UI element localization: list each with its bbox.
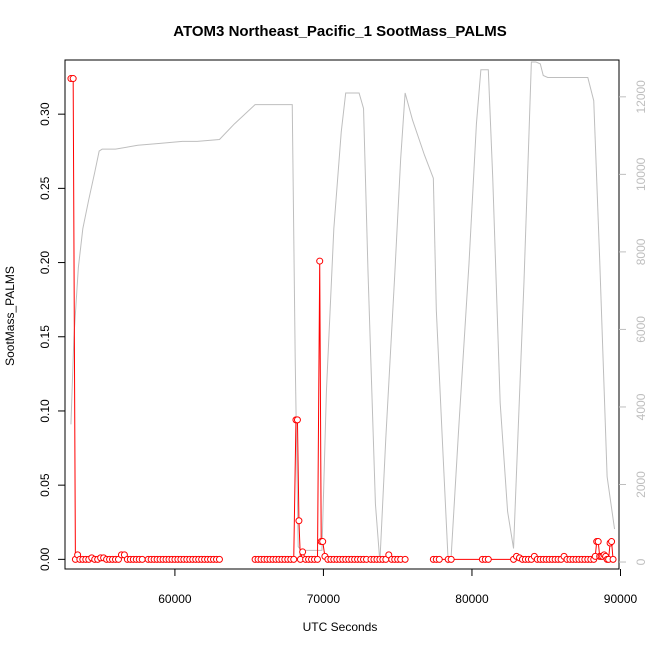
y-left-tick-label: 0.05	[38, 473, 52, 497]
soot-point	[69, 75, 77, 83]
plot-frame	[64, 59, 620, 570]
soot-point	[293, 416, 301, 424]
series-layer	[67, 61, 617, 564]
soot-point	[313, 555, 321, 563]
y-axis-right: 0 2000 4000 6000 8000 10000 12000	[619, 80, 648, 565]
y-right-tick-label: 2000	[634, 471, 648, 498]
y-left-tick-label: 0.10	[38, 399, 52, 423]
y-axis-left: 0.00 0.05 0.10 0.15 0.20 0.25 0.30	[38, 102, 65, 571]
soot-point	[290, 555, 298, 563]
soot-point	[594, 538, 602, 546]
chart-title: ATOM3 Northeast_Pacific_1 SootMass_PALMS	[173, 23, 506, 40]
x-axis-label: UTC Seconds	[303, 620, 378, 634]
y-left-tick-label: 0.15	[38, 325, 52, 349]
soot-point	[316, 257, 324, 265]
soot-point	[215, 555, 223, 563]
soot-point	[401, 555, 409, 563]
soot-point	[609, 555, 617, 563]
soot-point	[295, 517, 303, 525]
y-left-tick-label: 0.25	[38, 176, 52, 200]
y-right-tick-label: 6000	[634, 316, 648, 343]
x-axis: 60000 70000 80000 90000	[158, 569, 637, 606]
soot-point	[608, 538, 616, 546]
y-right-tick-label: 12000	[634, 80, 648, 114]
soot-point	[484, 555, 492, 563]
soot-point	[138, 555, 146, 563]
y-left-tick-label: 0.30	[38, 102, 52, 126]
y-left-tick-label: 0.20	[38, 251, 52, 275]
y-right-tick-label: 0	[634, 558, 648, 565]
y-axis-label: SootMass_PALMS	[3, 266, 17, 366]
soot-line	[70, 78, 220, 560]
x-tick-label: 70000	[307, 592, 341, 606]
y-right-tick-label: 10000	[634, 157, 648, 191]
x-tick-label: 90000	[604, 592, 638, 606]
soot-point	[435, 555, 443, 563]
soot-point	[447, 555, 455, 563]
y-left-tick-label: 0.00	[38, 547, 52, 571]
altitude-line	[70, 61, 616, 564]
soot-point	[319, 538, 327, 546]
plot-box	[64, 59, 620, 570]
y-right-tick-label: 8000	[634, 238, 648, 265]
x-tick-label: 80000	[455, 592, 489, 606]
soot-point	[299, 548, 307, 556]
y-right-tick-label: 4000	[634, 393, 648, 420]
x-tick-label: 60000	[158, 592, 192, 606]
